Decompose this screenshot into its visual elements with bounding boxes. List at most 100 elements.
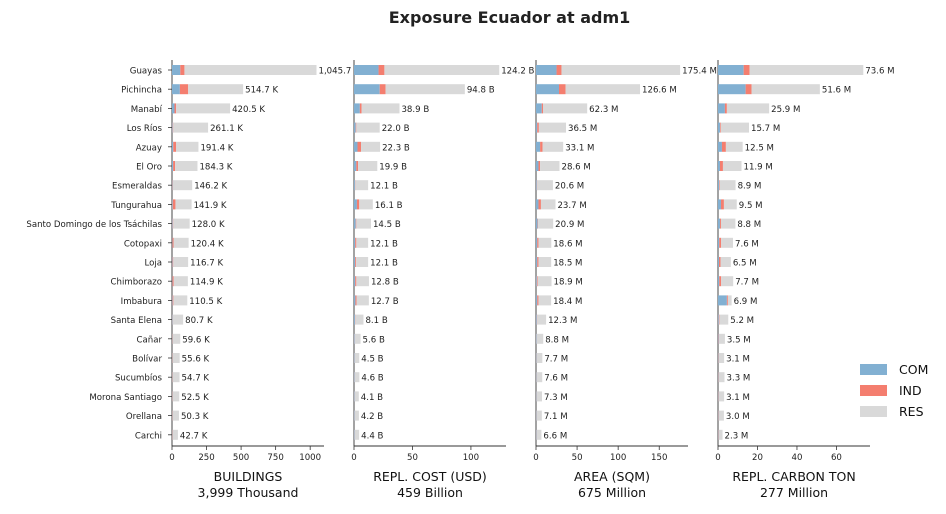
data-label: 9.5 M xyxy=(739,201,763,211)
category-label: Esmeraldas xyxy=(112,182,162,192)
bar-res xyxy=(543,142,564,152)
data-label: 15.7 M xyxy=(751,124,780,134)
bar-res xyxy=(538,295,551,305)
bar-ind xyxy=(542,103,543,113)
bar-com xyxy=(172,65,180,75)
bar-res xyxy=(750,65,864,75)
bar-com xyxy=(536,161,538,171)
bar-ind xyxy=(355,295,356,305)
bar-com xyxy=(354,180,355,190)
bar-ind xyxy=(173,142,176,152)
category-label: Santo Domingo de los Tsáchilas xyxy=(26,220,162,230)
data-label: 54.7 K xyxy=(182,374,210,384)
bar-com xyxy=(354,295,355,305)
bar-com xyxy=(718,334,719,344)
bar-com xyxy=(172,295,173,305)
bar-ind xyxy=(537,276,538,286)
x-tick-label: 0 xyxy=(715,453,720,463)
bar-ind xyxy=(721,199,724,209)
data-label: 120.4 K xyxy=(191,239,224,249)
data-label: 22.0 B xyxy=(382,124,410,134)
bar-ind xyxy=(725,103,727,113)
bar-com xyxy=(718,257,719,267)
bar-res xyxy=(537,372,543,382)
data-label: 33.1 M xyxy=(565,143,594,153)
bar-com xyxy=(354,257,355,267)
data-label: 116.7 K xyxy=(190,259,223,269)
bar-res xyxy=(724,199,737,209)
bar-com xyxy=(718,315,719,325)
x-tick-label: 250 xyxy=(198,453,214,463)
x-tick-label: 150 xyxy=(651,453,667,463)
bar-com xyxy=(354,161,356,171)
category-label: Los Ríos xyxy=(127,124,163,134)
data-label: 12.7 B xyxy=(371,297,399,307)
bar-com xyxy=(172,103,174,113)
bar-com xyxy=(354,123,356,133)
bar-com xyxy=(718,180,719,190)
bar-ind xyxy=(537,295,538,305)
bar-res xyxy=(357,295,369,305)
bar-res xyxy=(355,391,359,401)
data-label: 12.3 M xyxy=(548,316,577,326)
bar-ind xyxy=(719,276,721,286)
bar-res xyxy=(173,411,179,421)
data-label: 175.4 M xyxy=(682,67,717,77)
category-label: Cañar xyxy=(136,335,162,345)
bar-res xyxy=(537,353,543,363)
bar-res xyxy=(537,430,542,440)
bar-res xyxy=(561,65,680,75)
bar-res xyxy=(173,257,188,267)
data-label: 4.5 B xyxy=(361,355,383,365)
x-axis-total-label: 277 Million xyxy=(760,485,828,500)
bar-ind xyxy=(360,103,362,113)
bar-com xyxy=(536,180,537,190)
data-label: 18.5 M xyxy=(553,259,582,269)
bar-ind xyxy=(358,142,362,152)
data-label: 25.9 M xyxy=(771,105,800,115)
bar-res xyxy=(728,295,732,305)
bar-com xyxy=(536,276,537,286)
bar-ind xyxy=(538,199,540,209)
bar-com xyxy=(354,315,355,325)
data-label: 14.5 B xyxy=(373,220,401,230)
x-tick-label: 100 xyxy=(463,453,479,463)
data-label: 128.0 K xyxy=(192,220,225,230)
bar-res xyxy=(173,353,180,363)
bar-res xyxy=(356,219,371,229)
category-label: Bolívar xyxy=(132,355,162,365)
bar-ind xyxy=(174,103,176,113)
bar-res xyxy=(173,219,189,229)
category-label: Manabí xyxy=(131,105,163,115)
bar-res xyxy=(176,103,230,113)
bar-res xyxy=(721,219,735,229)
data-label: 23.7 M xyxy=(557,201,586,211)
bar-com xyxy=(354,238,355,248)
bar-res xyxy=(173,334,181,344)
x-axis-total-label: 3,999 Thousand xyxy=(198,485,299,500)
bar-res xyxy=(361,142,380,152)
data-label: 3.0 M xyxy=(726,412,750,422)
data-label: 52.5 K xyxy=(181,393,209,403)
data-label: 8.9 M xyxy=(738,182,762,192)
data-label: 59.6 K xyxy=(182,335,210,345)
bar-com xyxy=(718,219,720,229)
bar-res xyxy=(719,391,724,401)
bar-res xyxy=(719,353,724,363)
data-label: 12.1 B xyxy=(370,259,398,269)
bar-res xyxy=(355,430,359,440)
bar-res xyxy=(386,84,465,94)
bar-res xyxy=(723,161,742,171)
bar-res xyxy=(538,238,551,248)
data-label: 3.1 M xyxy=(726,393,750,403)
bar-com xyxy=(172,219,173,229)
bar-ind xyxy=(719,180,720,190)
bar-ind xyxy=(540,142,542,152)
x-axis-label: REPL. COST (USD) xyxy=(373,469,487,484)
bar-res xyxy=(355,334,361,344)
bar-ind xyxy=(357,199,359,209)
bar-res xyxy=(727,103,769,113)
bar-res xyxy=(384,65,499,75)
bar-com xyxy=(718,238,719,248)
data-label: 5.6 B xyxy=(363,335,385,345)
